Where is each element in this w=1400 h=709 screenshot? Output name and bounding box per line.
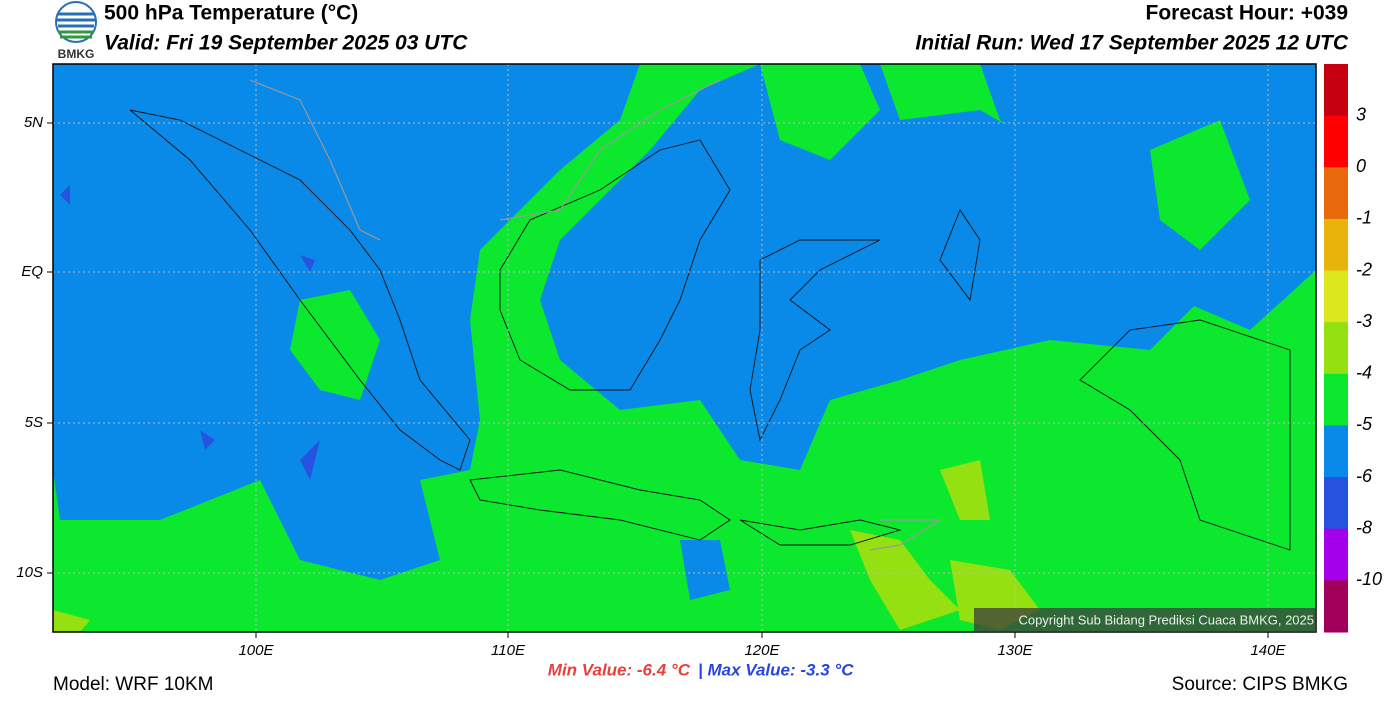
colorbar-label: -5 (1356, 414, 1373, 434)
colorbar-label: -10 (1356, 569, 1382, 589)
lat-label: 5S (25, 414, 43, 431)
colorbar-segment (1324, 115, 1348, 168)
copyright-box (974, 608, 1316, 632)
colorbar-label: 3 (1356, 104, 1366, 124)
logo: BMKG (55, 1, 97, 61)
colorbar-label: -1 (1356, 208, 1372, 228)
forecast-hour: Forecast Hour: +039 (1146, 2, 1349, 25)
lat-label: 10S (16, 564, 43, 581)
colorbar-segment (1324, 373, 1348, 426)
colorbar: 3 0 -1 -2 -3 -4 -5 -6 -8 -10 (1324, 64, 1382, 633)
lon-label: 120E (744, 642, 780, 659)
colorbar-label: 0 (1356, 156, 1366, 176)
colorbar-label: -8 (1356, 517, 1372, 537)
colorbar-segment (1324, 322, 1348, 375)
valid-time: Valid: Fri 19 September 2025 03 UTC (104, 32, 468, 55)
copyright: Copyright Sub Bidang Prediksi Cuaca BMKG… (1018, 612, 1314, 627)
max-value: | Max Value: -3.3 °C (698, 660, 854, 679)
lon-label: 100E (238, 642, 274, 659)
lon-label: 140E (1250, 642, 1286, 659)
lon-label: 130E (997, 642, 1033, 659)
colorbar-segment (1324, 64, 1348, 117)
logo-text: BMKG (58, 47, 95, 61)
colorbar-label: -6 (1356, 466, 1373, 486)
colorbar-segment (1324, 528, 1348, 581)
title: 500 hPa Temperature (°C) (104, 2, 358, 25)
colorbar-segment (1324, 580, 1348, 633)
min-value: Min Value: -6.4 °C (548, 660, 691, 679)
colorbar-segment (1324, 167, 1348, 220)
model: Model: WRF 10KM (53, 674, 213, 695)
colorbar-segment (1324, 425, 1348, 478)
lat-label: 5N (24, 114, 43, 131)
colorbar-segment (1324, 270, 1348, 323)
colorbar-label: -3 (1356, 311, 1372, 331)
lat-label: EQ (21, 263, 43, 280)
colorbar-segment (1324, 218, 1348, 272)
colorbar-segment (1324, 477, 1348, 530)
map-field (53, 64, 1316, 632)
colorbar-label: -2 (1356, 259, 1372, 279)
colorbar-label: -4 (1356, 363, 1372, 383)
source: Source: CIPS BMKG (1172, 674, 1348, 695)
map-frame (52, 63, 1317, 633)
graticule: 5N EQ 5S 10S 100E 110E 120E 130E 140E (16, 64, 1316, 659)
lon-label: 110E (491, 642, 526, 659)
initial-run: Initial Run: Wed 17 September 2025 12 UT… (915, 32, 1348, 55)
